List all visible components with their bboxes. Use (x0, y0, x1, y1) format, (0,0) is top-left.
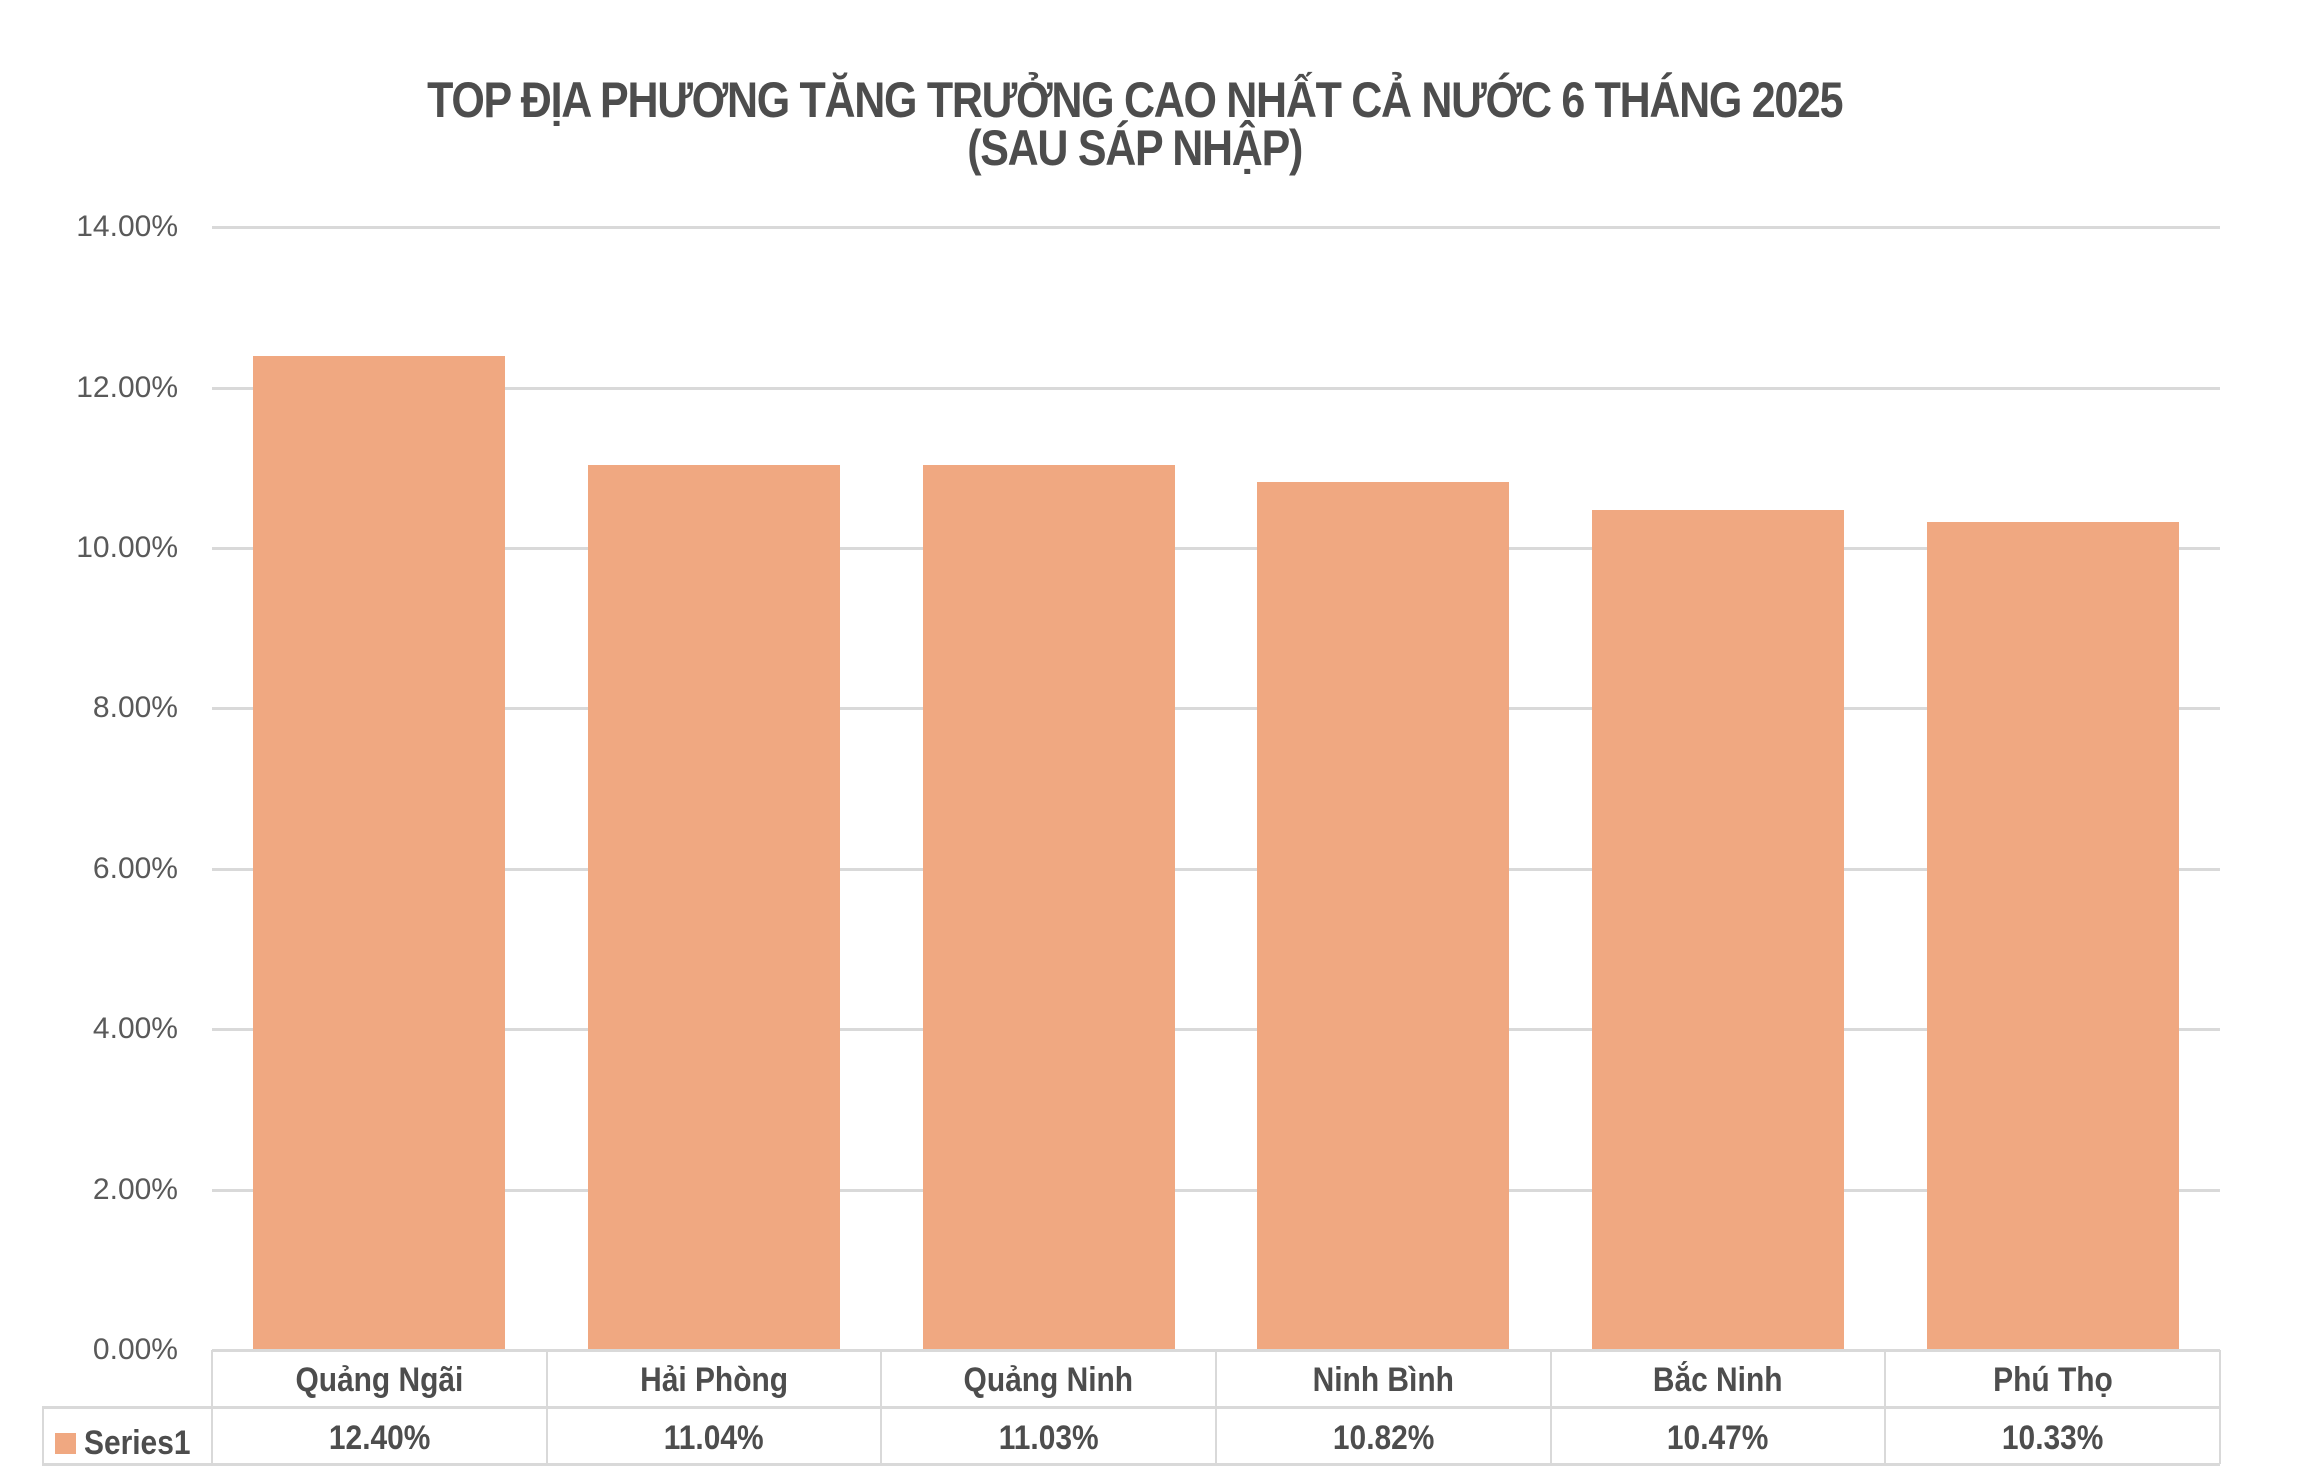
table-column-divider (880, 1350, 883, 1464)
chart-title-text-1: TOP ĐỊA PHƯƠNG TĂNG TRƯỞNG CAO NHẤT CẢ N… (427, 72, 1843, 128)
table-bottom-border (42, 1463, 2220, 1466)
legend-key: Series1 (55, 1423, 205, 1463)
bar (1257, 482, 1510, 1350)
y-tick-label: 8.00% (92, 691, 178, 725)
gridline (212, 707, 2220, 711)
legend-marker-icon (55, 1432, 76, 1454)
gridline (212, 1028, 2220, 1032)
category-label: Hải Phòng (640, 1361, 788, 1399)
table-column-divider (1215, 1350, 1217, 1464)
y-tick-label: 12.00% (76, 370, 178, 404)
table-column-divider (211, 1350, 213, 1464)
bar (588, 464, 840, 1350)
value-cell: 11.04% (664, 1419, 764, 1457)
category-label: Quảng Ngãi (295, 1361, 464, 1399)
category-label: Bắc Ninh (1653, 1361, 1783, 1399)
bar (922, 465, 1175, 1350)
bar (1592, 510, 1844, 1350)
table-row-divider (42, 1406, 2220, 1409)
chart-title-text-2: (SAU SÁP NHẬP) (967, 120, 1304, 176)
value-cell: 11.03% (998, 1419, 1099, 1457)
value-cell: 10.33% (2001, 1419, 2104, 1457)
y-tick-label: 4.00% (92, 1012, 178, 1046)
gridline (212, 867, 2220, 871)
gridline (212, 226, 2220, 230)
gridline (212, 1188, 2220, 1192)
category-label: Ninh Bình (1312, 1361, 1454, 1399)
table-column-divider (1884, 1350, 1887, 1464)
category-label: Phú Thọ (1992, 1361, 2113, 1399)
legend-series-label: Series1 (84, 1423, 191, 1462)
chart-title-line-1: TOP ĐỊA PHƯƠNG TĂNG TRƯỞNG CAO NHẤT CẢ N… (0, 72, 2270, 128)
table-column-divider (545, 1350, 548, 1464)
bar (253, 355, 506, 1350)
value-cell: 12.40% (328, 1419, 431, 1457)
bar (1926, 521, 2179, 1350)
y-tick-label: 14.00% (76, 210, 178, 244)
y-tick-label: 2.00% (92, 1172, 178, 1206)
gridline (212, 386, 2220, 390)
chart-title-line-2: (SAU SÁP NHẬP) (0, 120, 2270, 176)
table-column-divider (2219, 1350, 2221, 1464)
gridline (212, 547, 2220, 550)
y-tick-label: 6.00% (92, 851, 178, 885)
y-tick-label: 0.00% (92, 1333, 178, 1366)
value-cell: 10.82% (1332, 1419, 1435, 1457)
category-label: Quảng Ninh (963, 1361, 1134, 1399)
table-left-border (42, 1407, 44, 1464)
value-cell: 10.47% (1667, 1419, 1769, 1457)
table-column-divider (1549, 1350, 1552, 1464)
y-tick-label: 10.00% (76, 531, 178, 564)
